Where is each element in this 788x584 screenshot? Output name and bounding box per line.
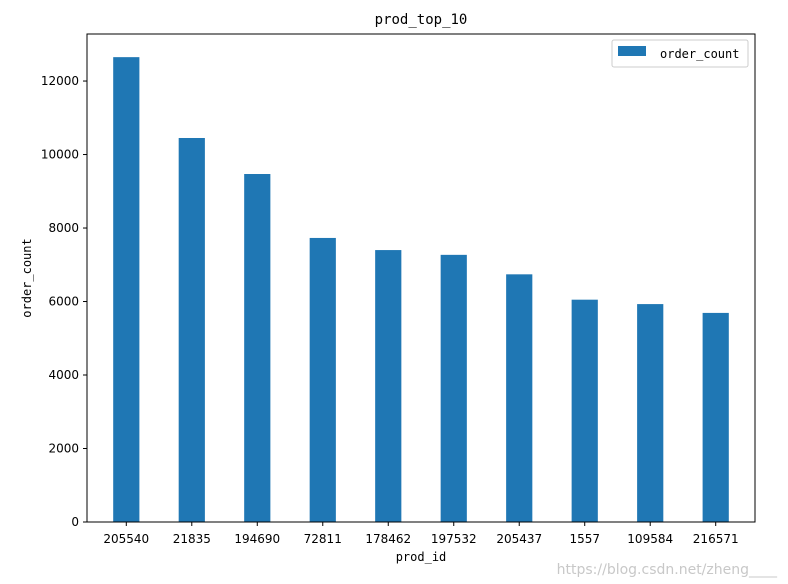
x-tick-label: 194690 [234, 532, 280, 546]
bar-205540 [113, 57, 140, 522]
y-tick-label: 8000 [48, 221, 79, 235]
y-axis-label: order_count [20, 238, 34, 317]
x-tick-label: 178462 [365, 532, 411, 546]
bar-205437 [506, 274, 533, 522]
y-ticks-group: 0 2000 4000 6000 8000 10000 12000 [41, 74, 87, 529]
legend-swatch [618, 46, 646, 56]
x-tick-label: 205437 [496, 532, 542, 546]
bar-197532 [440, 254, 467, 522]
bars-group [113, 57, 729, 523]
y-tick-label: 10000 [41, 148, 79, 162]
bar-21835 [178, 137, 205, 523]
bar-194690 [244, 174, 271, 522]
y-tick-label: 4000 [48, 368, 79, 382]
y-tick-label: 0 [71, 515, 79, 529]
y-tick-label: 6000 [48, 295, 79, 309]
bar-1557 [571, 299, 598, 522]
y-tick-label: 2000 [48, 442, 79, 456]
legend-label: order_count [660, 47, 739, 61]
x-tick-label: 205540 [103, 532, 149, 546]
x-tick-label: 21835 [173, 532, 211, 546]
x-ticks-group: 205540 21835 194690 72811 178462 197532 205437… [103, 522, 739, 546]
bar-178462 [375, 250, 402, 522]
x-axis-label: prod_id [396, 550, 447, 564]
x-tick-label: 72811 [304, 532, 342, 546]
legend: order_count [611, 39, 749, 68]
x-tick-label: 1557 [569, 532, 600, 546]
bar-216571 [702, 312, 729, 522]
x-tick-label: 109584 [627, 532, 673, 546]
bar-109584 [637, 304, 664, 522]
watermark: https://blog.csdn.net/zheng____ [557, 562, 778, 578]
chart-title: prod_top_10 [375, 12, 468, 28]
x-tick-label: 216571 [693, 532, 739, 546]
x-tick-label: 197532 [431, 532, 477, 546]
y-tick-label: 12000 [41, 74, 79, 88]
plot-frame [86, 33, 756, 523]
bar-72811 [309, 237, 336, 522]
